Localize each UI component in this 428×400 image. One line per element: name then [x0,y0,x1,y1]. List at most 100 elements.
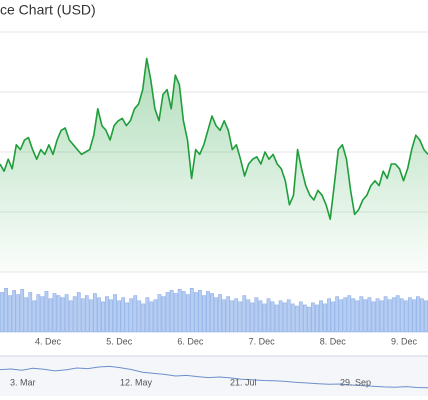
price-line [0,57,428,220]
volume-bar [339,299,344,333]
volume-bar [193,292,198,333]
volume-bar [343,297,348,333]
volume-bar [266,298,271,333]
volume-bar [311,302,315,333]
volume-bar [60,297,65,333]
volume-bar [80,298,85,333]
x-tick-label: 6. Dec [177,336,204,346]
volume-bar [355,300,360,333]
volume-bar [8,295,12,333]
volume-bar [254,297,259,333]
volume-bar [177,289,182,333]
volume-bar [424,300,428,333]
volume-bar [113,294,117,333]
volume-bar [278,300,283,333]
volume-bar [52,293,57,333]
x-tick-label: 5. Dec [106,336,133,346]
volume-bar [76,292,81,333]
volume-bar [270,301,275,333]
volume-bar [181,291,186,333]
volume-bar [315,304,319,333]
volume-bar [16,294,21,333]
volume-bar [149,301,154,333]
x-tick-label: 7. Dec [249,336,276,346]
volume-bar [0,292,4,333]
volume-bar [246,299,251,333]
volume-bar [44,291,49,333]
volume-bar [105,296,109,333]
volume-bar [20,289,25,333]
volume-bar [335,296,340,333]
volume-bar [64,294,69,333]
volume-bar [129,298,134,333]
volume-bar [302,304,307,333]
volume-bar [319,300,323,333]
volume-bar [331,301,335,333]
volume-bar [399,298,404,333]
volume-bar [125,302,130,333]
volume-bar [230,300,235,333]
volume-bar [36,294,41,333]
volume-bar [258,300,263,333]
navigator-background [0,356,428,396]
volume-bar [48,298,53,333]
chart-title: ce Chart (USD) [0,2,96,18]
volume-bar [40,296,45,333]
volume-bar [395,295,400,333]
volume-bar [371,301,376,333]
volume-bar [88,299,93,333]
volume-bar [117,300,121,333]
navigator-label: 3. Mar [10,377,36,387]
volume-bar [137,300,142,333]
volume-bar [307,306,311,333]
volume-bar [234,298,239,333]
volume-bar [68,300,73,333]
volume-bar [72,296,77,333]
volume-bar [351,298,356,333]
volume-bar [32,300,37,333]
volume-bar [206,291,210,333]
volume-bar [327,298,331,333]
price-area [0,58,428,273]
volume-bar [262,303,267,333]
volume-bar [298,301,303,333]
volume-bar [218,294,222,333]
navigator-line [0,365,428,389]
volume-bar [4,288,8,333]
volume-bar [141,303,146,333]
navigator-label: 29. Sep [340,377,371,387]
volume-bar [157,294,162,333]
volume-bar [226,296,231,333]
volume-bar [56,295,61,333]
volume-bar [411,299,416,333]
volume-bar [290,303,295,333]
volume-bar [375,298,380,333]
volume-bar [222,299,226,333]
volume-bar [359,296,364,333]
volume-bar [153,299,158,333]
volume-bar [286,299,291,333]
volume-bar [202,295,206,333]
volume-bar [387,299,392,333]
volume-bar [210,293,214,333]
volume-bar [242,295,247,333]
volume-bar [185,294,190,333]
volume-bar [238,301,243,333]
volume-bar [84,295,89,333]
navigator-label: 21. Jul [230,377,257,387]
volume-bar [197,290,202,333]
volume-bar [367,297,372,333]
volume-bar [363,299,368,333]
volume-bar [379,300,384,333]
volume-bar [323,303,327,333]
volume-bar [169,290,174,333]
volume-bar [161,296,166,333]
volume-bar [407,297,412,333]
volume-bar [294,305,299,333]
volume-bar [347,295,352,333]
volume-bar [416,296,420,333]
volume-bar [93,293,97,333]
volume-bar [173,293,178,333]
volume-bar [165,292,170,333]
